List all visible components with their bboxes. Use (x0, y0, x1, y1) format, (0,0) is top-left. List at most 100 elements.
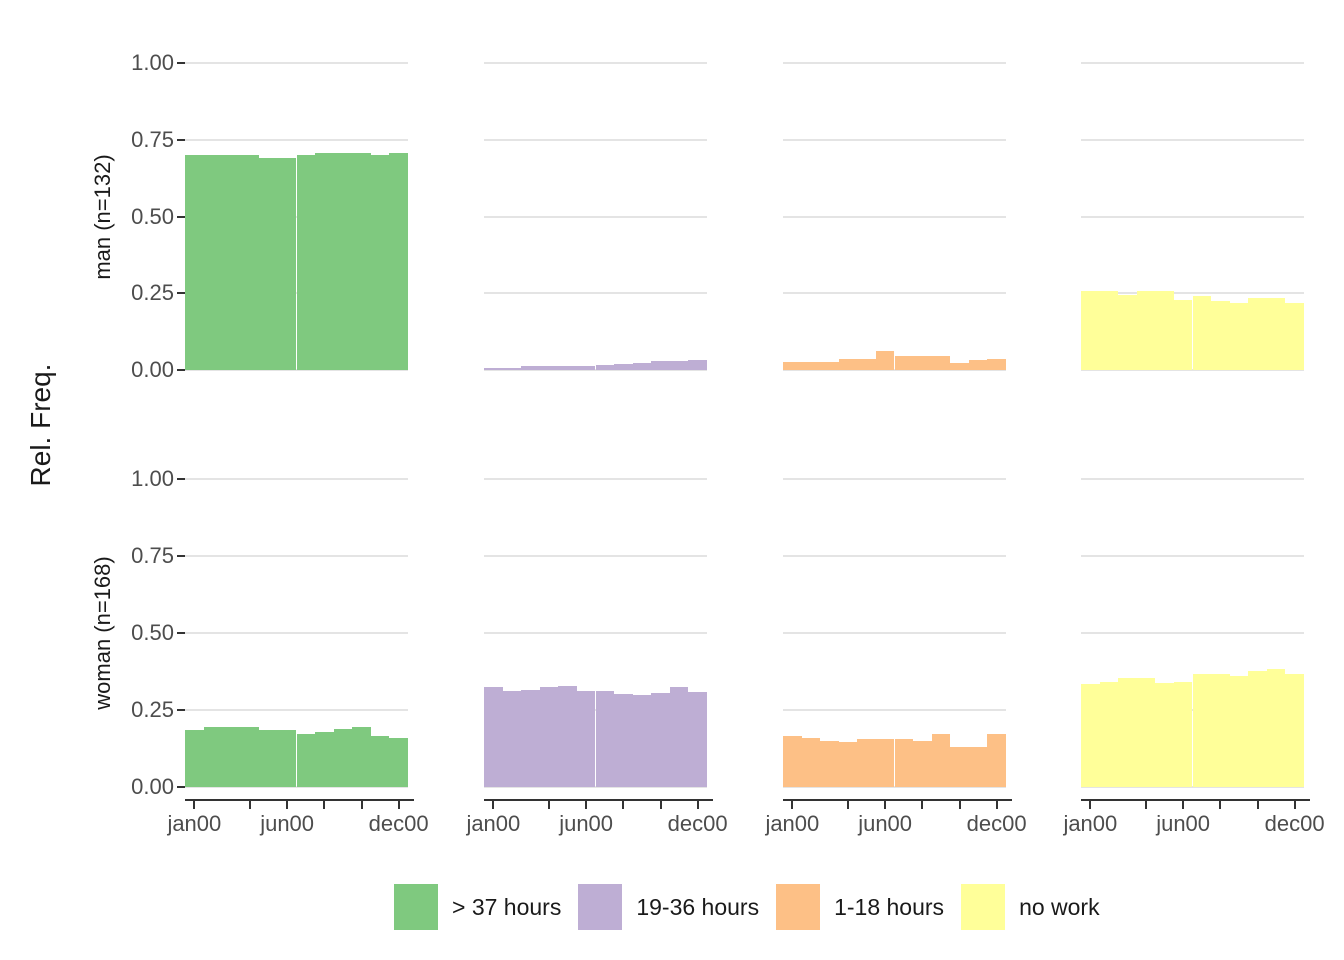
bar (333, 729, 353, 787)
bar (1211, 301, 1230, 370)
bar (838, 358, 858, 370)
bar (931, 356, 951, 370)
gridline (484, 786, 707, 788)
legend-key-swatch (394, 884, 438, 930)
bar (576, 690, 596, 787)
gridline (484, 555, 707, 557)
bar (1136, 291, 1156, 370)
bar (1118, 678, 1137, 787)
y-axis-tick-label: 0.50 (131, 203, 174, 229)
bar (521, 366, 540, 370)
bar (539, 366, 559, 370)
x-axis-tick (1182, 801, 1185, 809)
gridline (1081, 632, 1304, 634)
y-axis-tick-label: 0.00 (131, 774, 174, 799)
legend-label: 1-18 hours (834, 893, 945, 920)
gridline (484, 478, 707, 480)
bar (651, 360, 670, 370)
y-axis-tick-label: 1.00 (131, 466, 174, 491)
bar (875, 739, 895, 787)
x-axis-tick (622, 801, 625, 809)
bar (296, 155, 316, 370)
gridline (185, 478, 408, 480)
y-axis-tick-label: 0.00 (131, 357, 174, 382)
bar (950, 746, 969, 787)
y-axis-tick (177, 62, 185, 64)
bar (1229, 303, 1249, 370)
bar (838, 741, 858, 787)
gridline (783, 215, 1006, 218)
bar (277, 730, 297, 787)
legend-label: no work (1019, 893, 1100, 920)
y-axis-tick-label: 0.75 (131, 543, 174, 568)
gridline (484, 632, 707, 634)
legend-key-swatch (961, 884, 1006, 930)
bar (1285, 302, 1304, 370)
bar (1081, 683, 1100, 787)
x-axis-line (484, 799, 713, 801)
gridline (185, 786, 408, 788)
bar (315, 731, 334, 787)
bar (1192, 674, 1212, 787)
bar (820, 361, 839, 370)
gridline (185, 709, 408, 711)
bar (1099, 290, 1119, 370)
bar (614, 363, 633, 370)
x-axis-tick (995, 801, 998, 809)
bar (632, 362, 652, 370)
gridline (185, 62, 408, 64)
gridline (484, 62, 707, 64)
x-axis-tick (585, 801, 588, 809)
bar (913, 740, 932, 787)
bar (1285, 674, 1304, 787)
bar (913, 356, 932, 370)
y-axis-tick-label: 0.75 (131, 126, 174, 152)
bar (1192, 295, 1212, 370)
bar (484, 687, 503, 787)
bar (576, 366, 596, 370)
y-axis-tick (177, 369, 185, 371)
panel-man-4 (1081, 63, 1304, 370)
bar (333, 152, 353, 370)
bar (931, 734, 951, 787)
bar (370, 735, 390, 787)
panel-woman-3 (783, 479, 1006, 787)
bar (259, 730, 278, 787)
gridline (185, 555, 408, 557)
x-axis-tick (696, 801, 699, 809)
bar (783, 361, 802, 370)
gridline (1081, 555, 1304, 557)
x-axis-tick-label: jun00 (858, 811, 913, 836)
panel-man-3 (783, 63, 1006, 370)
x-axis-tick (884, 801, 887, 809)
bar (222, 155, 241, 370)
x-axis-tick (193, 801, 196, 809)
bar (894, 739, 914, 787)
x-axis-tick (1145, 801, 1148, 809)
x-axis-tick (1219, 801, 1222, 809)
bar (240, 155, 260, 370)
y-axis-tick-label: 1.00 (131, 50, 174, 75)
y-axis-tick-label: 0.25 (131, 697, 174, 722)
panel-woman-1 (185, 479, 408, 787)
y-axis-tick-label: 0.25 (131, 280, 174, 306)
y-axis-tick (177, 292, 185, 295)
y-axis-tick (177, 632, 185, 634)
legend-item: 19-36 hours (578, 884, 759, 930)
bar (669, 687, 689, 787)
bar (259, 157, 278, 370)
bar (370, 155, 390, 370)
panel-woman-2 (484, 479, 707, 787)
bar (502, 690, 522, 787)
gridline (783, 478, 1006, 480)
bar (484, 367, 503, 370)
bar (203, 727, 223, 787)
x-axis-tick (548, 801, 551, 809)
bar (389, 152, 408, 370)
legend-label: > 37 hours (452, 893, 562, 920)
gridline (1081, 138, 1304, 141)
x-axis-tick (791, 801, 794, 809)
x-axis-tick (847, 801, 850, 809)
gridline (484, 369, 707, 371)
panel-man-1 (185, 63, 408, 370)
